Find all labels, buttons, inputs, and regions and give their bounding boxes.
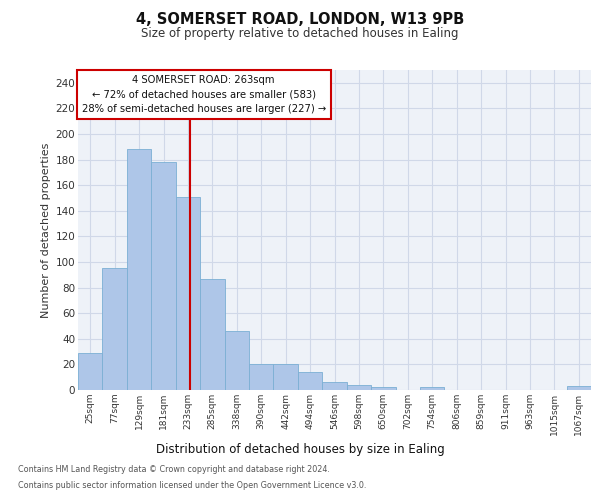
Bar [103, 268, 127, 390]
Bar [78, 353, 103, 390]
Text: Contains HM Land Registry data © Crown copyright and database right 2024.: Contains HM Land Registry data © Crown c… [18, 466, 330, 474]
Bar [127, 150, 151, 390]
Bar [371, 388, 395, 390]
Bar [151, 162, 176, 390]
Y-axis label: Number of detached properties: Number of detached properties [41, 142, 52, 318]
Bar [322, 382, 347, 390]
Bar [274, 364, 298, 390]
Bar [200, 278, 224, 390]
Text: Distribution of detached houses by size in Ealing: Distribution of detached houses by size … [155, 442, 445, 456]
Text: 4, SOMERSET ROAD, LONDON, W13 9PB: 4, SOMERSET ROAD, LONDON, W13 9PB [136, 12, 464, 28]
Bar [224, 331, 249, 390]
Bar [176, 196, 200, 390]
Bar [298, 372, 322, 390]
Text: Size of property relative to detached houses in Ealing: Size of property relative to detached ho… [141, 28, 459, 40]
Bar [420, 388, 445, 390]
Text: 4 SOMERSET ROAD: 263sqm
← 72% of detached houses are smaller (583)
28% of semi-d: 4 SOMERSET ROAD: 263sqm ← 72% of detache… [82, 75, 326, 114]
Bar [566, 386, 591, 390]
Bar [347, 385, 371, 390]
Bar [249, 364, 274, 390]
Text: Contains public sector information licensed under the Open Government Licence v3: Contains public sector information licen… [18, 480, 367, 490]
